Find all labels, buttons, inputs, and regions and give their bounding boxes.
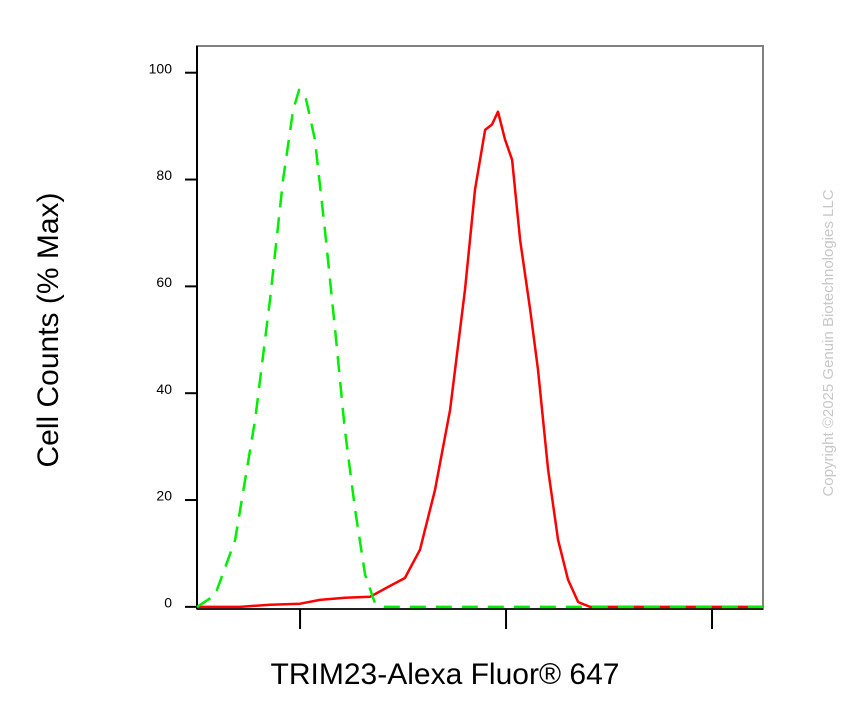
watermark: Copyright ©2025 Genuin Biotechnologies L… (820, 189, 837, 496)
y-tick-label: 80 (156, 167, 172, 183)
y-tick-label: 60 (156, 274, 172, 290)
y-tick-label: 0 (164, 595, 172, 611)
series-line (196, 88, 763, 609)
y-tick-label: 40 (156, 381, 172, 397)
y-tick-label: 100 (149, 60, 173, 76)
y-tick-label: 20 (156, 488, 172, 504)
y-axis-label: Cell Counts (% Max) (32, 192, 65, 467)
series-line (197, 110, 763, 609)
plot-frame (196, 45, 764, 610)
x-axis-label: TRIM23-Alexa Fluor® 647 (271, 658, 620, 691)
